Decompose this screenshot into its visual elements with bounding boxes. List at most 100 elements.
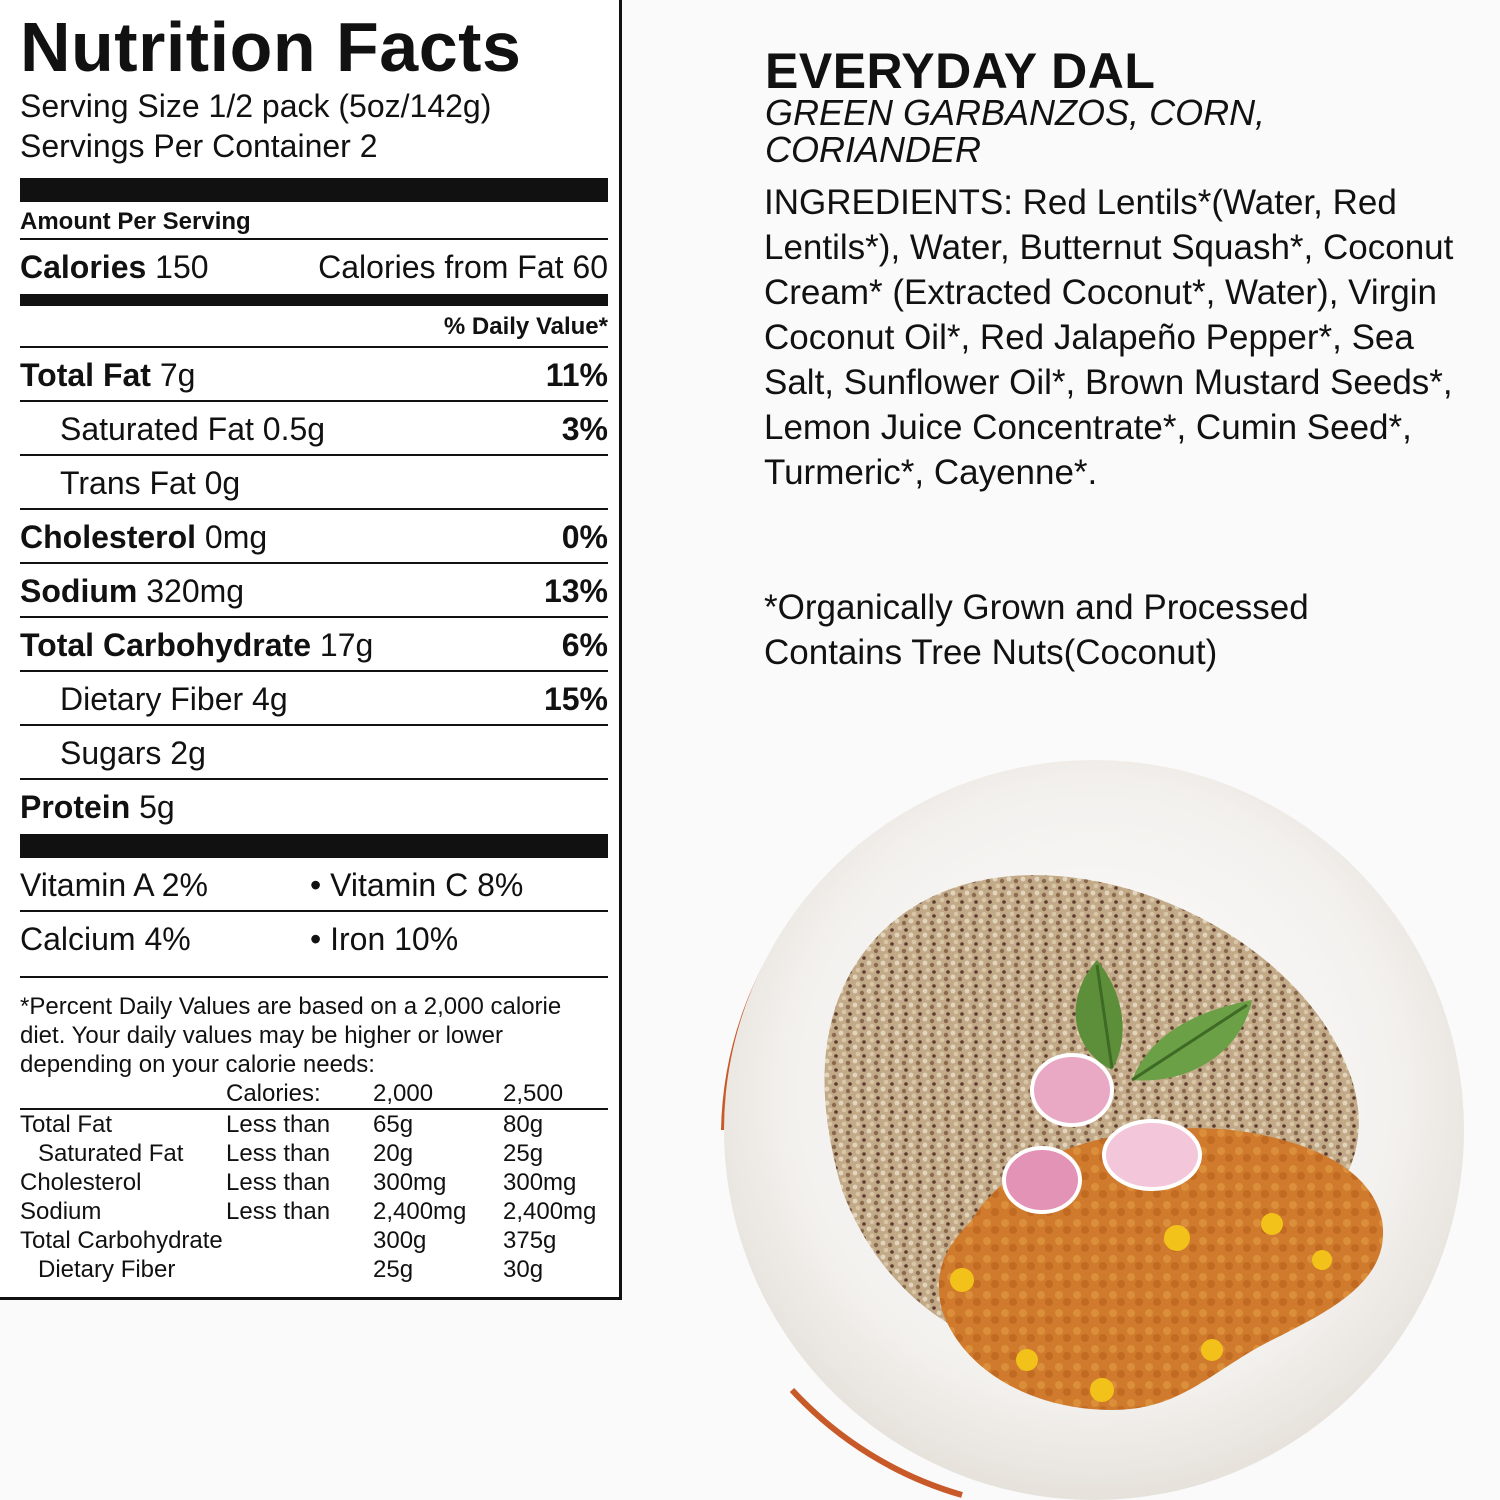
calories-label: Calories [20,249,147,285]
calcium: Calcium 4% [20,921,191,957]
nutrient-percent: 11% [545,357,608,393]
table-cell: Cholesterol [20,1169,142,1196]
medium-divider [20,294,608,306]
nutrient-row-sodium: Sodium 320mg 13% [20,564,608,618]
table-cell: 300g [373,1227,427,1254]
mint-leaves [1075,960,1252,1082]
table-cell: 2,500 [503,1079,608,1110]
table-row: Sodium Less than 2,400mg 2,400mg [20,1197,608,1226]
vitamin-a: Vitamin A 2% [20,867,208,903]
nutrient-row-total-fat: Total Fat 7g 11% [20,348,608,402]
table-cell: 2,400mg [503,1198,597,1225]
table-cell [20,1079,226,1110]
daily-value-header: % Daily Value* [20,306,608,348]
nutrient-label: Trans Fat [60,465,196,501]
nutrient-row-total-carbohydrate: Total Carbohydrate 17g 6% [20,618,608,672]
table-cell: 375g [503,1227,557,1254]
iron: • Iron 10% [310,921,459,957]
table-cell: 30g [503,1256,544,1283]
table-cell [226,1255,373,1284]
nutrient-amount: 2g [170,735,206,771]
table-row: Cholesterol Less than 300mg 300mg [20,1168,608,1197]
product-notes: *Organically Grown and Processed Contain… [764,585,1484,675]
nutrient-row-saturated-fat: Saturated Fat 0.5g 3% [20,402,608,456]
nutrient-row-protein: Protein 5g [20,780,608,834]
nutrient-percent: 15% [543,681,608,717]
nutrition-facts-title: Nutrition Facts [20,8,522,86]
thick-divider [20,178,608,202]
nutrient-amount: 5g [139,789,175,825]
nutrient-amount: 0mg [204,519,268,555]
table-row: Saturated Fat Less than 20g 25g [20,1139,608,1168]
nutrient-amount: 7g [159,357,196,393]
nutrient-percent: 13% [543,573,608,609]
table-cell: 25g [503,1140,544,1167]
nutrient-label: Total Fat [20,357,151,393]
calories-from-fat: Calories from Fat 60 [318,249,608,285]
nutrient-row-cholesterol: Cholesterol 0mg 0% [20,510,608,564]
product-subtitle: GREEN GARBANZOS, CORN, CORIANDER [765,92,1266,170]
vitamin-row: Calcium 4% • Iron 10% [20,912,608,978]
table-cell: Sodium [20,1198,102,1225]
dal-bowl-photo [721,760,1464,1500]
nutrient-amount: 320mg [146,573,245,609]
nutrient-row-trans-fat: Trans Fat 0g [20,456,608,510]
table-cell: 300mg [373,1169,447,1196]
table-cell: 65g [373,1111,414,1138]
organic-note: *Organically Grown and Processed [764,588,1309,627]
nutrient-label: Dietary Fiber [60,681,244,717]
table-row: Dietary Fiber 25g 30g [20,1255,608,1284]
calories-value: 150 [155,249,209,285]
table-row: Total Carbohydrate 300g 375g [20,1226,608,1255]
nutrient-amount: 0.5g [262,411,326,447]
thick-divider [20,834,608,858]
nutrient-row-dietary-fiber: Dietary Fiber 4g 15% [20,672,608,726]
ingredients-list: INGREDIENTS: Red Lentils*(Water, Red Len… [764,183,1454,492]
table-cell: 20g [373,1140,414,1167]
nutrient-percent: 6% [561,627,608,663]
nutrition-facts-label: Nutrition Facts Serving Size 1/2 pack (5… [0,0,622,1300]
table-cell: 80g [503,1111,544,1138]
calories-row: Calories 150 Calories from Fat 60 [20,240,608,294]
daily-value-table: Calories: 2,000 2,500 Total Fat Less tha… [20,1079,608,1284]
nutrient-amount: 4g [252,681,288,717]
vitamin-c: • Vitamin C 8% [310,867,524,903]
nutrient-label: Total Carbohydrate [20,627,311,663]
radish-slices [1002,1053,1202,1214]
calories: Calories 150 [20,240,209,294]
table-cell: Less than [226,1198,331,1225]
nutrient-percent: 3% [561,411,608,447]
table-cell: Dietary Fiber [38,1256,176,1283]
nutrient-label: Cholesterol [20,519,197,555]
table-cell: 300mg [503,1169,577,1196]
daily-value-footnote: *Percent Daily Values are based on a 2,0… [20,993,562,1078]
nutrient-label: Sugars [60,735,162,771]
table-cell: Total Fat [20,1111,113,1138]
table-cell: Less than [226,1111,331,1138]
nutrient-amount: 17g [319,627,374,663]
table-cell: Less than [226,1169,331,1196]
table-cell: Less than [226,1140,331,1167]
serving-size: Serving Size 1/2 pack (5oz/142g) [20,88,492,124]
nutrient-label: Saturated Fat [60,411,254,447]
nutrient-row-sugars: Sugars 2g [20,726,608,780]
servings-per-container: Servings Per Container 2 [20,128,378,164]
table-cell: 2,400mg [373,1198,467,1225]
vitamin-row: Vitamin A 2% • Vitamin C 8% [20,858,608,912]
nutrient-percent: 0% [561,519,608,555]
nutrient-amount: 0g [204,465,241,501]
table-cell: Total Carbohydrate [20,1227,223,1254]
table-header-row: Calories: 2,000 2,500 [20,1079,608,1110]
allergen-note: Contains Tree Nuts(Coconut) [764,633,1218,672]
amount-per-serving: Amount Per Serving [20,202,608,240]
corn-kernels [950,1213,1332,1402]
nutrient-label: Sodium [20,573,138,609]
table-row: Total Fat Less than 65g 80g [20,1109,608,1139]
nutrient-label: Protein [20,789,131,825]
table-cell: Saturated Fat [38,1140,184,1167]
table-cell: Calories: [226,1079,373,1110]
table-cell [226,1226,373,1255]
table-cell: 25g [373,1256,414,1283]
product-name: EVERYDAY DAL [765,43,1156,99]
table-cell: 2,000 [373,1079,503,1110]
